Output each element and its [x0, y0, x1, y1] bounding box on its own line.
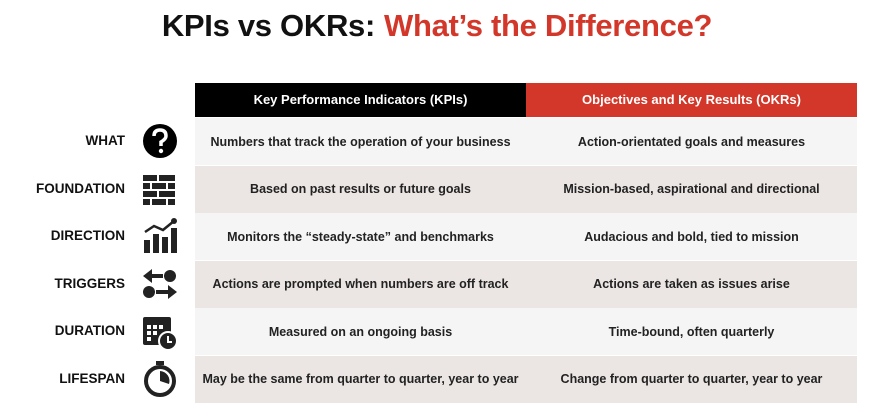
- okr-cell: Time-bound, often quarterly: [608, 324, 775, 339]
- okr-cell: Change from quarter to quarter, year to …: [560, 372, 823, 386]
- kpi-cell: Measured on an ongoing basis: [268, 324, 453, 339]
- table-row: Numbers that track the operation of your…: [195, 118, 857, 165]
- table-row: May be the same from quarter to quarter,…: [195, 355, 857, 403]
- kpi-cell: Actions are prompted when numbers are of…: [212, 277, 509, 291]
- table-row: Measured on an ongoing basis Time-bound, …: [195, 308, 857, 355]
- okr-cell: Mission-based, aspirational and directio…: [563, 182, 820, 196]
- table-row: Actions are prompted when numbers are of…: [195, 260, 857, 308]
- row-label: DURATION: [54, 323, 125, 338]
- column-header: Objectives and Key Results (OKRs): [526, 83, 857, 117]
- okr-cell: Actions are taken as issues arise: [593, 277, 790, 291]
- kpi-cell: Monitors the “steady-state” and benchmar…: [227, 229, 494, 244]
- table-row: Based on past results or future goals Mis…: [195, 165, 857, 213]
- row-label: FOUNDATION: [36, 180, 125, 196]
- row-label: TRIGGERS: [54, 275, 125, 291]
- row-label: DIRECTION: [50, 228, 125, 243]
- row-icon: [140, 121, 180, 166]
- okr-cell: Action-orientated goals and measures: [577, 134, 806, 149]
- title-text: KPIs vs OKRs:: [161, 8, 376, 43]
- row-label: WHAT: [85, 133, 126, 148]
- row-icon: [140, 264, 180, 309]
- table-row: Monitors the “steady-state” and benchmar…: [195, 213, 857, 260]
- row-icon: [140, 216, 180, 261]
- kpi-cell: Numbers that track the operation of your…: [210, 134, 511, 149]
- row-icon: [140, 311, 180, 356]
- column-header: Key Performance Indicators (KPIs): [195, 83, 526, 117]
- row-icon: [140, 169, 180, 214]
- kpi-cell: May be the same from quarter to quarter,…: [202, 372, 519, 386]
- kpi-cell: Based on past results or future goals: [250, 182, 471, 196]
- okr-cell: Audacious and bold, tied to mission: [584, 229, 799, 244]
- row-icon: [140, 359, 180, 404]
- title: KPIs vs OKRs: What’s the Difference?: [0, 8, 874, 44]
- title-highlight: What’s the Difference?: [384, 8, 713, 43]
- row-label: LIFESPAN: [59, 370, 125, 386]
